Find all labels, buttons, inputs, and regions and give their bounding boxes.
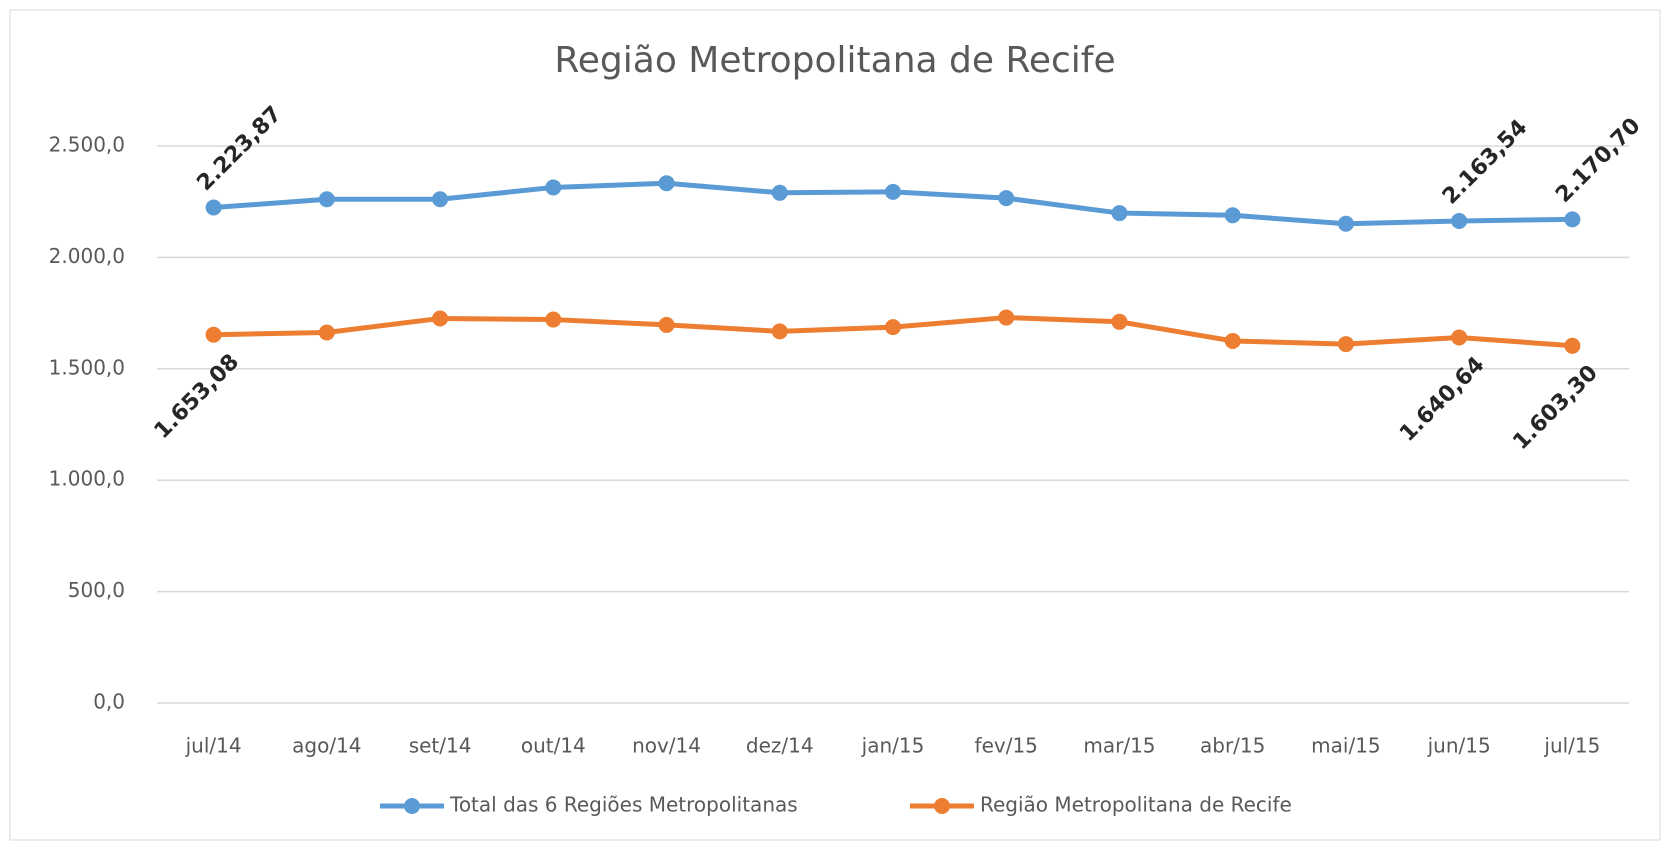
data-point <box>1111 313 1128 330</box>
data-point <box>771 323 788 340</box>
x-tick-label: mar/15 <box>1083 734 1155 758</box>
data-point <box>205 199 222 216</box>
data-point <box>545 179 562 196</box>
x-tick-label: jun/15 <box>1427 734 1491 758</box>
x-tick-label: fev/15 <box>975 734 1038 758</box>
x-tick-label: jul/15 <box>1543 734 1600 758</box>
data-point <box>658 175 675 192</box>
x-tick-label: set/14 <box>409 734 472 758</box>
y-tick-label: 2.000,0 <box>49 244 125 268</box>
data-point <box>432 191 449 208</box>
x-tick-label: abr/15 <box>1200 734 1265 758</box>
data-point <box>318 324 335 341</box>
legend-marker <box>934 798 950 814</box>
y-tick-label: 1.500,0 <box>49 355 125 379</box>
data-point <box>998 190 1015 207</box>
x-tick-label: nov/14 <box>632 734 701 758</box>
data-point <box>658 316 675 333</box>
x-tick-label: dez/14 <box>746 734 814 758</box>
data-point <box>771 184 788 201</box>
data-point <box>885 183 901 200</box>
x-tick-label: jan/15 <box>861 734 925 758</box>
data-point <box>885 319 901 336</box>
x-tick-label: mai/15 <box>1311 734 1380 758</box>
x-tick-label: jul/14 <box>185 734 242 758</box>
x-tick-label: ago/14 <box>292 734 361 758</box>
legend-marker <box>404 798 420 814</box>
data-point <box>1337 215 1354 232</box>
data-point <box>545 311 562 328</box>
data-point <box>1564 337 1581 354</box>
y-tick-label: 2.500,0 <box>49 133 125 157</box>
data-point <box>1111 205 1128 222</box>
y-tick-label: 1.000,0 <box>49 467 125 491</box>
data-point <box>1564 211 1581 228</box>
data-point <box>1337 336 1354 353</box>
data-point <box>432 310 449 327</box>
legend-label: Região Metropolitana de Recife <box>980 793 1292 817</box>
data-point <box>1451 329 1468 346</box>
chart-frame <box>9 9 1661 841</box>
data-point <box>1224 332 1241 349</box>
data-point <box>1224 207 1241 224</box>
y-tick-label: 500,0 <box>68 578 125 602</box>
data-point <box>205 326 222 343</box>
legend-label: Total das 6 Regiões Metropolitanas <box>449 793 798 817</box>
y-tick-label: 0,0 <box>93 690 125 714</box>
data-point <box>318 191 335 208</box>
x-tick-label: out/14 <box>521 734 586 758</box>
data-point <box>1451 212 1468 229</box>
data-point <box>998 309 1015 326</box>
chart-title: Região Metropolitana de Recife <box>554 40 1115 81</box>
